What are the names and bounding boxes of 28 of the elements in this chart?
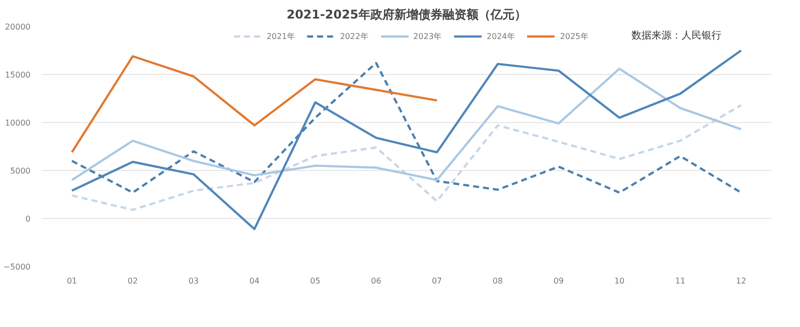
x-tick-label: 01 [66, 276, 78, 286]
x-tick-label: 11 [675, 276, 686, 286]
y-tick-label: 15000 [5, 70, 31, 80]
x-tick-label: 06 [370, 276, 382, 286]
legend-label: 2025年 [560, 30, 588, 42]
legend-label: 2021年 [266, 30, 295, 42]
line-series [70, 49, 742, 230]
y-tick-label: −5000 [3, 262, 30, 272]
line-series [70, 104, 742, 211]
legend-label: 2022年 [340, 30, 368, 42]
y-tick-label: 0 [25, 214, 31, 224]
legend-label: 2023年 [413, 30, 442, 42]
x-tick-label: 10 [614, 276, 625, 286]
x-tick-label: 12 [736, 276, 746, 286]
y-tick-label: 5000 [10, 166, 30, 176]
x-tick-label: 09 [553, 276, 564, 286]
legend-label: 2024年 [486, 30, 516, 42]
y-tick-label: 10000 [5, 118, 31, 128]
x-tick-label: 08 [492, 276, 503, 286]
chart-title: 2021-2025年政府新增债券融资额（亿元） [286, 8, 526, 22]
x-tick-label: 05 [310, 276, 320, 286]
x-tick-label: 07 [432, 276, 442, 286]
x-tick-label: 02 [128, 276, 138, 286]
annotation: 数据来源：人民银行 [632, 30, 722, 42]
x-tick-label: 03 [188, 276, 199, 286]
y-tick-label: 20000 [5, 22, 31, 32]
line-series [70, 55, 438, 154]
x-tick-label: 04 [249, 276, 260, 286]
